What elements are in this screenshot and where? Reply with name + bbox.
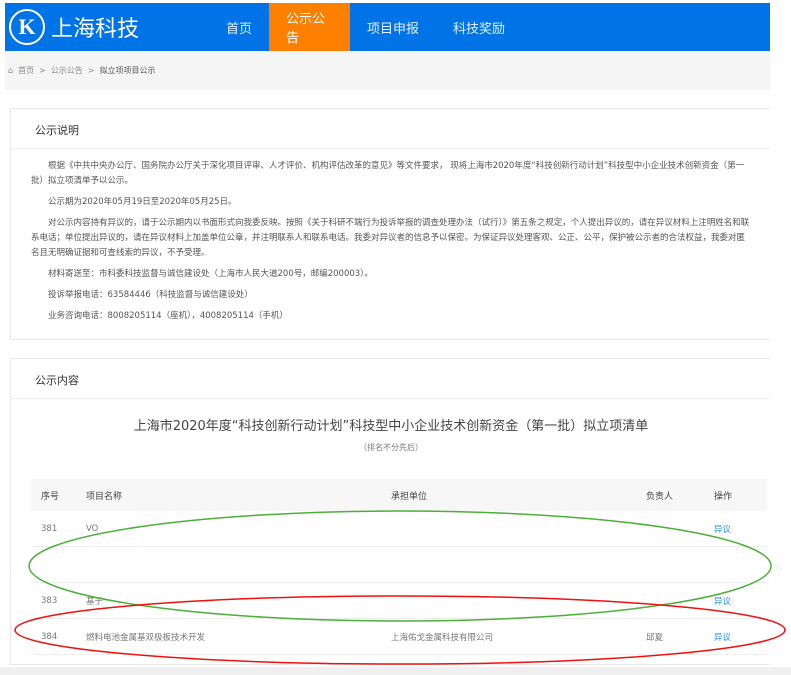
table-header: 序号 项目名称 承担单位 负责人 操作 — [31, 479, 767, 511]
breadcrumb-current: 拟立项项目公示 — [99, 66, 156, 75]
nav-awards[interactable]: 科技奖励 — [453, 21, 506, 37]
project-table: 序号 项目名称 承担单位 负责人 操作 381 VO 异议 383 基于 异议 384 燃料电… — [31, 479, 767, 655]
content-panel: 公示内容 上海市2020年度“科技创新行动计划”科技型中小企业技术创新资金（第一… — [10, 358, 770, 665]
site-name: 上海科技 — [51, 17, 140, 42]
cell-unit: 上海佑戈金属科技有限公司 — [391, 632, 494, 643]
home-icon: ⌂ — [8, 66, 14, 75]
nav-announcements[interactable]: 公示公告 — [269, 3, 351, 51]
panel-title: 公示说明 — [11, 109, 770, 149]
nav-project-application[interactable]: 项目申报 — [367, 21, 420, 37]
page-footer-strip — [0, 667, 791, 675]
cell-name: 燃料电池金属基双极板技术开发 — [86, 632, 206, 643]
objection-link[interactable]: 异议 — [714, 524, 732, 535]
objection-link[interactable]: 异议 — [714, 596, 732, 607]
green-ellipse-annotation — [28, 510, 772, 622]
top-nav: K 上海科技 首页 公示公告 项目申报 科技奖励 — [5, 3, 770, 51]
nav-home[interactable]: 首页 — [226, 21, 253, 37]
panel-title: 公示内容 — [11, 359, 770, 399]
red-ellipse-annotation — [14, 595, 786, 665]
paragraph: 业务咨询电话：8008205114（座机），4008205114（手机） — [48, 311, 288, 321]
breadcrumb-home[interactable]: 首页 — [18, 66, 35, 75]
table-row: 381 VO 异议 — [31, 511, 767, 547]
table-row: 383 基于 异议 — [31, 583, 767, 619]
cell-name: 基于 — [86, 596, 104, 607]
logo[interactable]: K 上海科技 — [9, 9, 209, 45]
paragraph: 公示期为2020年05月19日至2020年05月25日。 — [48, 197, 237, 207]
notice-panel: 公示说明 根据《中共中央办公厅、国务院办公厅关于深化项目评审、人才评价、机构评估… — [10, 108, 770, 340]
cell-no: 381 — [41, 523, 58, 534]
paragraph: 投诉举报电话：63584446（科技监督与诚信建设处） — [48, 290, 253, 300]
table-row: 384 燃料电池金属基双极板技术开发 上海佑戈金属科技有限公司 邱夏 异议 — [31, 619, 767, 655]
paragraph: 材料寄送至：市科委科技监督与诚信建设处（上海市人民大道200号，邮编200003… — [48, 269, 373, 279]
logo-icon: K — [9, 9, 45, 45]
cell-name: VO — [86, 523, 99, 534]
cell-no: 384 — [41, 631, 58, 642]
cell-person: 邱夏 — [646, 632, 664, 643]
paragraph: 根据《中共中央办公厅、国务院办公厅关于深化项目评审、人才评价、机构评估改革的意见… — [31, 161, 745, 186]
paragraph: 对公示内容持有异议的，请于公示期内以书面形式向我委反映。按照《关于科研不端行为投… — [31, 218, 750, 258]
cell-no: 383 — [41, 595, 58, 606]
list-title: 上海市2020年度“科技创新行动计划”科技型中小企业技术创新资金（第一批）拟立项… — [133, 419, 649, 434]
list-subtitle: （排名不分先后） — [359, 443, 423, 452]
breadcrumb-announcements[interactable]: 公示公告 — [50, 66, 83, 75]
breadcrumb: ⌂ 首页 > 公示公告 > 拟立项项目公示 — [5, 51, 770, 90]
table-row — [31, 547, 767, 583]
objection-link[interactable]: 异议 — [714, 632, 732, 643]
